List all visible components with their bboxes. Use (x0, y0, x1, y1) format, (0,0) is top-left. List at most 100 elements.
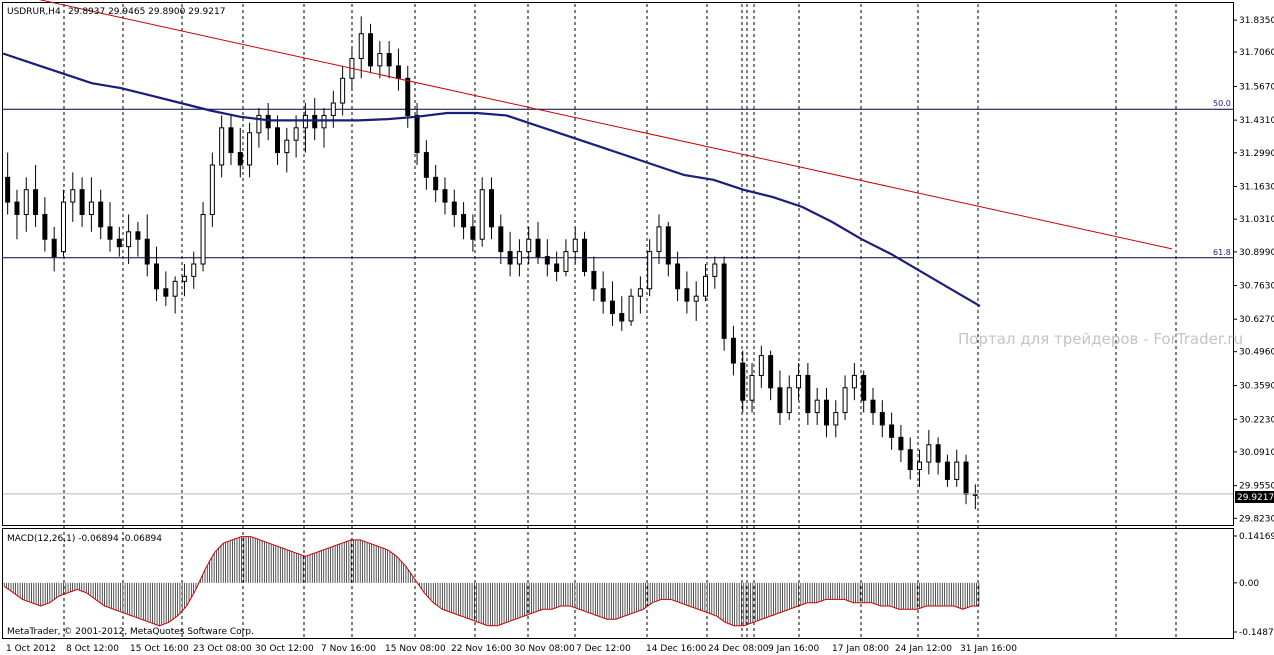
candle-body (51, 238, 57, 258)
candle-body (358, 33, 364, 59)
candle-body (917, 461, 923, 471)
candle-body (963, 461, 969, 495)
candle-body (200, 213, 206, 265)
candle-body (703, 275, 709, 297)
candle-body (842, 387, 848, 414)
candle-body (591, 270, 597, 290)
candle-body (600, 288, 606, 302)
macd-pane-frame (2, 528, 1234, 639)
candle-body (768, 355, 774, 389)
y-tick-label: 30.8990 (1239, 248, 1274, 258)
candle-body (144, 238, 150, 265)
macd-signal-line (3, 536, 979, 627)
x-tick-label: 17 Jan 08:00 (832, 644, 889, 654)
trend-line[interactable] (3, 0, 1173, 250)
y-tick-label: 30.0910 (1239, 448, 1274, 458)
candle-body (851, 374, 857, 389)
candle-body (312, 114, 318, 129)
candle-body (619, 313, 625, 322)
candle-body (461, 213, 467, 228)
x-tick-label: 7 Nov 16:00 (321, 644, 376, 654)
candle-body (42, 213, 48, 240)
x-tick-label: 1 Oct 2012 (6, 644, 56, 654)
candle-body (740, 362, 746, 401)
fibo-level-label: 50.0 (1213, 99, 1231, 108)
y-tick-label: 31.5670 (1239, 82, 1274, 92)
candle-body (256, 114, 262, 134)
candle-body (209, 164, 215, 215)
candle-body (386, 53, 392, 67)
y-tick-label: 30.3590 (1239, 382, 1274, 392)
fibo-levels[interactable]: 50.0 61.8 (3, 99, 1233, 259)
candle-body (330, 102, 336, 116)
candle-body (730, 337, 736, 364)
candle-body (470, 226, 476, 240)
x-tick-label: 30 Nov 08:00 (514, 644, 575, 654)
candle-body (861, 374, 867, 401)
x-tick-label: 31 Jan 16:00 (960, 644, 1017, 654)
candle-body (907, 449, 913, 471)
candle-body (796, 374, 802, 389)
candle-body (219, 127, 225, 166)
symbol-label: USDRUR,H4 (7, 7, 61, 17)
x-tick-label: 14 Dec 16:00 (646, 644, 707, 654)
candle-body (693, 295, 699, 302)
candle-body (489, 189, 494, 228)
x-tick-label: 23 Oct 08:00 (193, 644, 252, 654)
candle-body (526, 238, 532, 253)
candle-body (265, 114, 271, 129)
candle-body (879, 412, 885, 426)
candle-body (544, 256, 550, 265)
candle-body (479, 189, 485, 240)
candle-body (805, 374, 811, 414)
candle-body (665, 226, 671, 265)
candle-body (498, 226, 504, 253)
candle-body (172, 280, 178, 297)
x-tick-label: 15 Oct 16:00 (130, 644, 189, 654)
candle-body (293, 127, 299, 141)
ohlc-readout: 29.8937 29.9465 29.8900 29.9217 (68, 7, 225, 17)
candle-body (637, 288, 643, 297)
candle-body (181, 275, 187, 282)
candle-body (5, 176, 11, 203)
candle-body (228, 127, 234, 154)
y-tick-label: 30.7630 (1239, 282, 1274, 292)
candle-body (535, 238, 541, 258)
candle-body (609, 300, 615, 315)
y-tick-label: 30.6270 (1239, 315, 1274, 325)
candle-body (684, 288, 690, 302)
y-tick-label: 31.8350 (1239, 16, 1274, 26)
x-tick-label: 15 Nov 08:00 (385, 644, 446, 654)
candle-body (70, 189, 76, 203)
y-tick-label: 29.8230 (1239, 514, 1274, 524)
candle-body (944, 461, 950, 480)
y-tick-label: 31.2990 (1239, 149, 1274, 159)
fibo-level-label: 61.8 (1213, 248, 1231, 257)
candle-body (163, 288, 169, 297)
macd-label: MACD(12,26,1) -0.06894 -0.06894 (7, 534, 162, 544)
candle-body (926, 444, 932, 463)
time-axis: 1 Oct 2012 8 Oct 12:00 15 Oct 16:00 23 Oct … (6, 644, 1017, 654)
x-tick-label: 9 Jan 16:00 (768, 644, 820, 654)
candle-body (23, 189, 29, 215)
x-tick-label: 22 Nov 16:00 (451, 644, 512, 654)
vertical-grid (63, 4, 1177, 638)
candle-body (423, 152, 429, 178)
candle-body (554, 263, 560, 272)
y-tick-label: 31.7060 (1239, 48, 1274, 58)
candle-body (572, 238, 578, 253)
candle-body (814, 399, 820, 414)
candle-body (116, 238, 122, 248)
candle-body (582, 238, 588, 272)
y-tick-label: 30.4960 (1239, 348, 1274, 358)
candle-body (749, 374, 755, 401)
copyright-text: MetaTrader, © 2001-2012, MetaQuotes Soft… (7, 627, 254, 637)
y-tick-label: 29.9550 (1239, 482, 1274, 492)
moving-average-line (2, 52, 981, 308)
candle-body (628, 295, 634, 322)
candle-body (284, 139, 290, 154)
candle-body (368, 33, 374, 67)
candle-body (274, 127, 280, 154)
